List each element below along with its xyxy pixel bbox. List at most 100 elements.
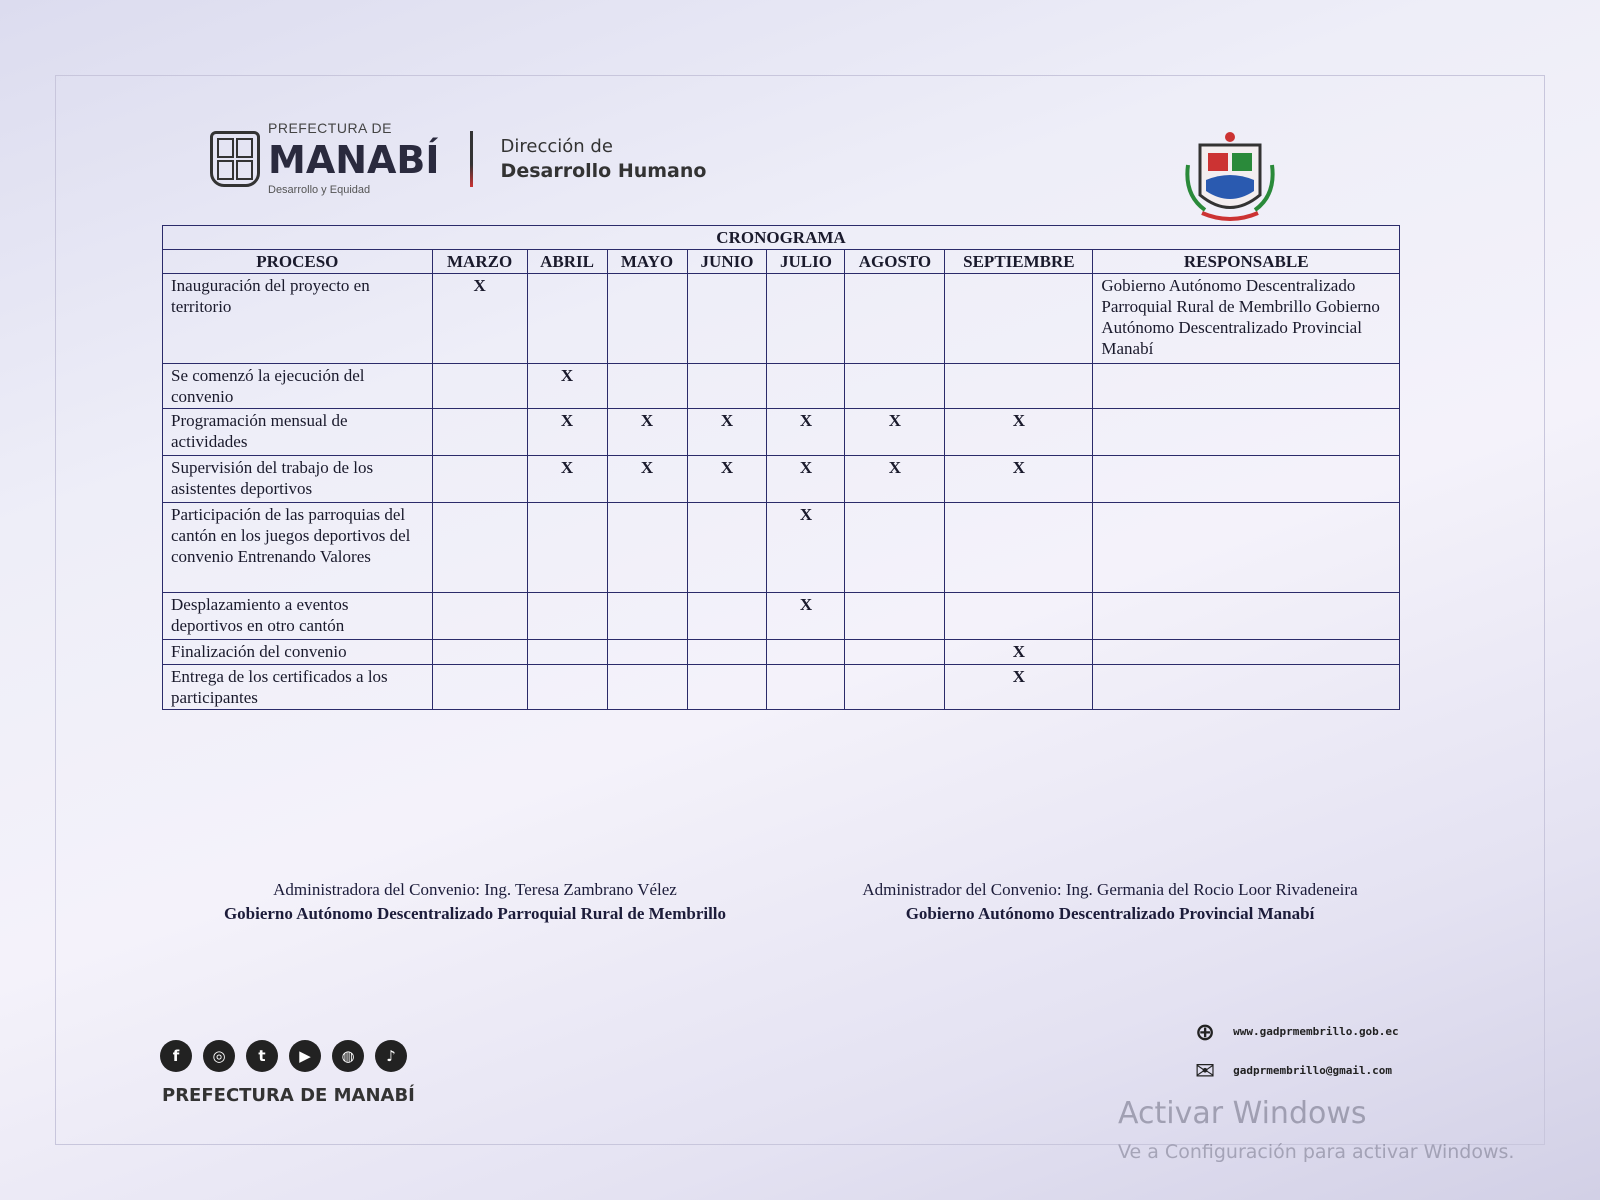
month-cell — [431, 664, 528, 710]
activation-watermark-subtitle: Ve a Configuración para activar Windows. — [1118, 1141, 1515, 1163]
column-header: MARZO — [431, 249, 528, 274]
column-header: JUNIO — [686, 249, 768, 274]
month-cell — [686, 639, 768, 665]
month-cell — [766, 639, 846, 665]
month-cell — [766, 363, 846, 409]
month-cell — [686, 664, 768, 710]
table-row: Desplazamiento a eventos deportivos en o… — [162, 592, 1400, 640]
column-header: SEPTIEMBRE — [944, 249, 1094, 274]
month-cell: X — [766, 592, 846, 640]
process-cell: Programación mensual de actividades — [162, 408, 433, 456]
responsable-cell — [1092, 639, 1400, 665]
month-cell: X — [944, 639, 1094, 665]
tiktok-icon: ♪ — [375, 1040, 407, 1072]
month-cell: X — [766, 408, 846, 456]
process-cell: Supervisión del trabajo de los asistente… — [162, 455, 433, 503]
facebook-icon: f — [160, 1040, 192, 1072]
month-cell — [606, 592, 688, 640]
column-header: ABRIL — [526, 249, 608, 274]
signature-right: Administrador del Convenio: Ing. Germani… — [815, 878, 1405, 926]
month-cell: X — [944, 408, 1094, 456]
month-cell — [526, 664, 608, 710]
month-cell: X — [766, 502, 846, 593]
prefectura-shield-icon — [210, 130, 260, 187]
process-cell: Inauguración del proyecto en territorio — [162, 273, 433, 364]
month-cell — [526, 502, 608, 593]
month-cell — [526, 592, 608, 640]
column-header: PROCESO — [162, 249, 433, 274]
signature-right-org: Gobierno Autónomo Descentralizado Provin… — [905, 904, 1315, 923]
month-cell — [844, 639, 946, 665]
month-cell — [606, 502, 688, 593]
signature-right-name: Administrador del Convenio: Ing. Germani… — [862, 880, 1358, 899]
column-header: AGOSTO — [844, 249, 946, 274]
process-cell: Finalización del convenio — [162, 639, 433, 665]
envelope-icon: ✉ — [1195, 1057, 1216, 1085]
month-cell — [431, 455, 528, 503]
month-cell — [606, 639, 688, 665]
prefectura-logo: PREFECTURA DE MANABÍ Desarrollo y Equida… — [210, 120, 706, 197]
table-row: Entrega de los certificados a los partic… — [162, 664, 1400, 710]
column-header: MAYO — [606, 249, 688, 274]
month-cell: X — [526, 455, 608, 503]
month-cell: X — [686, 455, 768, 503]
month-cell — [526, 639, 608, 665]
social-icons: f ◎ t ▶ ◍ ♪ — [160, 1040, 407, 1072]
responsable-cell — [1092, 502, 1400, 593]
table-title: CRONOGRAMA — [162, 225, 1400, 250]
responsable-cell: Gobierno Autónomo Descentralizado Parroq… — [1092, 273, 1400, 364]
month-cell — [944, 273, 1094, 364]
month-cell — [431, 502, 528, 593]
month-cell — [686, 363, 768, 409]
month-cell — [686, 502, 768, 593]
month-cell — [944, 502, 1094, 593]
month-cell — [944, 592, 1094, 640]
youtube-icon: ▶ — [289, 1040, 321, 1072]
brand-sub: Desarrollo y Equidad — [268, 184, 371, 196]
month-cell — [431, 592, 528, 640]
column-header: RESPONSABLE — [1092, 249, 1400, 274]
responsable-cell — [1092, 592, 1400, 640]
website-text: www.gadprmembrillo.gob.ec — [1233, 1025, 1399, 1038]
month-cell — [844, 273, 946, 364]
brand-top: PREFECTURA DE — [268, 120, 392, 136]
process-cell: Participación de las parroquias del cant… — [162, 502, 433, 593]
month-cell — [844, 592, 946, 640]
column-header: JULIO — [766, 249, 846, 274]
month-cell — [431, 639, 528, 665]
gad-crest-icon — [1185, 132, 1275, 221]
direction-line1: Dirección de — [500, 135, 613, 157]
month-cell — [431, 408, 528, 456]
month-cell — [844, 363, 946, 409]
month-cell — [844, 502, 946, 593]
table-row: Programación mensual de actividades X X X X X… — [162, 408, 1400, 456]
month-cell — [606, 664, 688, 710]
brand-main: MANABÍ — [268, 138, 440, 182]
month-cell — [686, 273, 768, 364]
logo-divider — [469, 130, 473, 187]
month-cell: X — [844, 455, 946, 503]
month-cell — [844, 664, 946, 710]
month-cell: X — [431, 273, 528, 364]
signature-left-org: Gobierno Autónomo Descentralizado Parroq… — [223, 904, 727, 923]
footer-brand: PREFECTURA DE MANABÍ — [162, 1085, 415, 1106]
process-cell: Entrega de los certificados a los partic… — [162, 664, 433, 710]
web-icon: ◍ — [332, 1040, 364, 1072]
responsable-cell — [1092, 455, 1400, 503]
month-cell: X — [606, 408, 688, 456]
month-cell: X — [526, 363, 608, 409]
website-contact: ⊕ www.gadprmembrillo.gob.ec — [1195, 1016, 1399, 1048]
direction-title: Dirección de Desarrollo Humano — [501, 135, 707, 183]
activation-watermark-title: Activar Windows — [1118, 1096, 1367, 1131]
table-row: Supervisión del trabajo de los asistente… — [162, 455, 1400, 503]
month-cell: X — [944, 664, 1094, 710]
cronograma-table: CRONOGRAMA PROCESO MARZO ABRIL MAYO JUNIO JUL… — [162, 225, 1400, 710]
direction-line2: Desarrollo Humano — [500, 159, 707, 182]
month-cell — [431, 363, 528, 409]
month-cell: X — [606, 455, 688, 503]
month-cell: X — [766, 455, 846, 503]
responsable-cell — [1092, 408, 1400, 456]
signature-left: Administradora del Convenio: Ing. Teresa… — [165, 878, 785, 926]
month-cell — [766, 664, 846, 710]
month-cell: X — [686, 408, 768, 456]
